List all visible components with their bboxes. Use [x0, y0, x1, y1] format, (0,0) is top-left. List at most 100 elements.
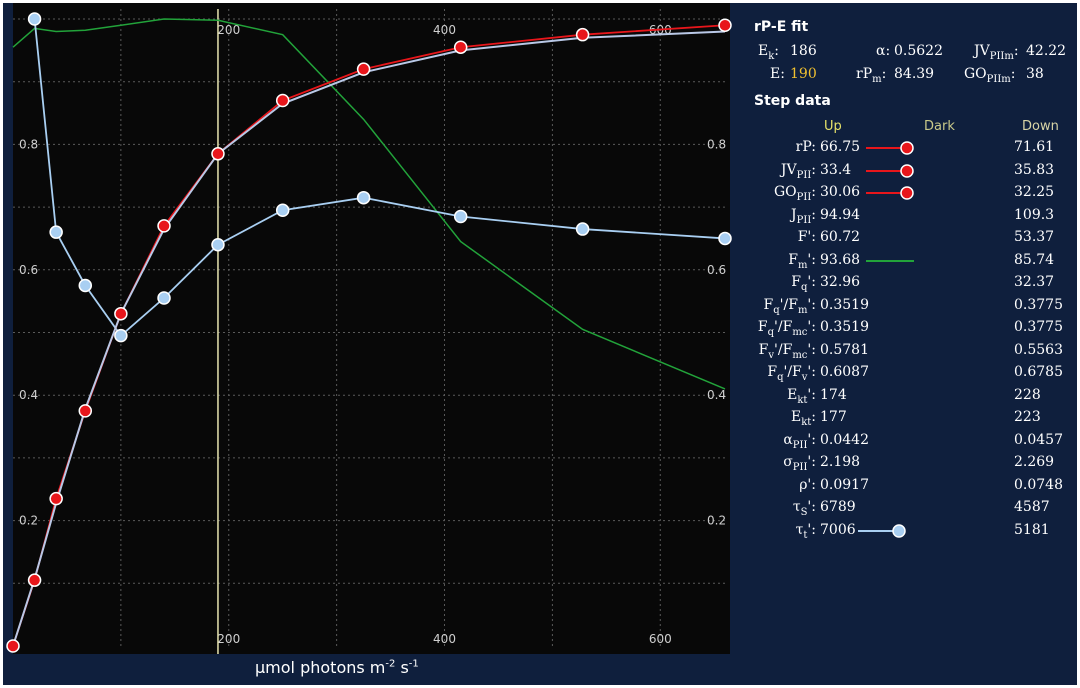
- series-0-point: [453, 40, 468, 54]
- y-tick-label-right: 0.6: [707, 263, 726, 277]
- column-up: Up: [824, 119, 842, 134]
- x-tick-label-bottom: 200: [217, 632, 240, 646]
- x-tick-label-top: 400: [433, 23, 456, 37]
- series-0-point: [575, 27, 590, 42]
- fit-row-2: E: 190 rPm: 84.39 GOPIIm: 38: [748, 66, 1078, 85]
- step-row: τS': 6789 4587: [748, 499, 1078, 519]
- step-row-down-value: 0.5563: [1014, 341, 1063, 358]
- series-swatch: [858, 523, 906, 538]
- alpha-label: α:: [876, 43, 891, 59]
- ek-value: 186: [790, 43, 817, 59]
- step-row-up-value: 0.6087: [820, 364, 869, 380]
- step-row-label: rP:: [795, 139, 816, 155]
- series-swatch-dot: [900, 186, 914, 200]
- step-row-up-value: 93.68: [820, 251, 861, 268]
- step-row-down-value: 53.37: [1014, 229, 1055, 245]
- y-tick-label-left: 0.2: [19, 514, 38, 528]
- step-row: F': 60.72 53.37: [748, 229, 1078, 249]
- step-row: Fq': 32.96 32.37: [748, 274, 1078, 294]
- step-row-label: Ekt':: [787, 386, 816, 406]
- step-row: τt': 7006 5181: [748, 522, 1078, 542]
- series-0-point: [49, 491, 63, 506]
- column-down: Down: [1022, 119, 1059, 134]
- y-tick-label-right: 0.8: [707, 137, 726, 151]
- series-0-point: [356, 62, 371, 76]
- series-swatch: [866, 141, 914, 155]
- series-swatch: [866, 259, 914, 262]
- step-row-label: αPII':: [783, 431, 816, 451]
- step-row-up-value: 174: [820, 386, 847, 403]
- series-2-point: [211, 237, 225, 252]
- series-2-point: [275, 203, 290, 217]
- step-row: ρ': 0.0917 0.0748: [748, 477, 1078, 497]
- step-row-up-value: 6789: [820, 499, 856, 515]
- step-row: Ekt': 174 228: [748, 387, 1078, 407]
- series-2-point: [114, 328, 128, 343]
- series-0-point: [275, 93, 290, 108]
- step-row-label: σPII':: [783, 454, 816, 473]
- gopiim-value: 38: [1026, 66, 1044, 82]
- x-axis-label-text: µmol photons m-2 s-1: [255, 658, 419, 677]
- step-row-up-value: 0.3519: [820, 296, 869, 313]
- step-row-up-value: 0.3519: [820, 319, 869, 335]
- step-row-label: ρ':: [799, 476, 816, 493]
- column-dark: Dark: [924, 119, 955, 134]
- step-row-up-value: 30.06: [820, 184, 861, 200]
- step-row-label: JVPII:: [780, 161, 816, 181]
- x-tick-label-bottom: 600: [649, 632, 672, 646]
- step-row-label: Fq'/Fv':: [767, 364, 816, 383]
- step-title: Step data: [754, 93, 831, 109]
- step-row-up-value: 7006: [820, 521, 856, 538]
- step-row-label: Fq'/Fmc':: [757, 319, 816, 338]
- step-row-up-value: 0.5781: [820, 341, 869, 358]
- series-swatch: [866, 163, 914, 178]
- step-row-up-value: 33.4: [820, 161, 852, 178]
- series-0-point: [211, 147, 225, 161]
- step-row-label: F':: [797, 229, 816, 245]
- step-row-down-value: 71.61: [1014, 139, 1055, 155]
- y-tick-label-left: 0.8: [19, 137, 38, 151]
- step-row-up-value: 177: [820, 409, 847, 425]
- step-row-up-value: 2.198: [820, 454, 861, 470]
- series-swatch-dot: [900, 141, 914, 155]
- series-0-point: [157, 219, 171, 233]
- rpm-value: 84.39: [894, 66, 935, 82]
- series-0-point: [114, 306, 128, 321]
- series-0-point: [6, 639, 20, 653]
- step-row-down-value: 32.37: [1014, 274, 1055, 290]
- step-row-up-value: 94.94: [820, 206, 861, 223]
- x-axis-label: µmol photons m-2 s-1: [255, 658, 419, 677]
- series-0-point: [718, 18, 732, 33]
- step-row-down-value: 0.6785: [1014, 364, 1063, 380]
- e-label: E:: [770, 66, 785, 82]
- step-row: GOPII: 30.06 32.25: [748, 184, 1078, 204]
- series-swatch-dot: [892, 523, 906, 538]
- step-row-label: τt':: [795, 521, 816, 541]
- step-row: JPII: 94.94 109.3: [748, 207, 1078, 227]
- step-row: Fq'/Fmc': 0.3519 0.3775: [748, 319, 1078, 339]
- step-row-down-value: 223: [1014, 409, 1041, 425]
- e-value: 190: [790, 66, 817, 82]
- step-row-down-value: 32.25: [1014, 184, 1055, 200]
- step-row: JVPII: 33.4 35.83: [748, 162, 1078, 182]
- step-row-label: JPII:: [791, 206, 816, 226]
- y-tick-label-left: 0.6: [19, 263, 38, 277]
- step-row-up-value: 60.72: [820, 229, 861, 245]
- gopiim-label: GOPIIm:: [964, 66, 1016, 85]
- step-row: αPII': 0.0442 0.0457: [748, 432, 1078, 452]
- step-row-down-value: 0.0457: [1014, 431, 1063, 448]
- step-row: Ekt: 177 223: [748, 409, 1078, 429]
- step-row: Fm': 93.68 85.74: [748, 252, 1078, 272]
- series-2-point: [157, 291, 171, 305]
- series-line-3: [12, 18, 726, 390]
- ek-label: Ek:: [758, 43, 780, 62]
- fit-row-1: Ek: 186 α: 0.5622 JVPIIm: 42.22: [748, 43, 1078, 62]
- step-row-down-value: 109.3: [1014, 206, 1055, 223]
- step-row-down-value: 0.3775: [1014, 319, 1063, 335]
- step-row: Fv'/Fmc': 0.5781 0.5563: [748, 342, 1078, 362]
- series-2-point: [718, 231, 732, 246]
- step-row-label: GOPII:: [773, 184, 816, 203]
- y-tick-label-left: 0.4: [19, 388, 38, 402]
- series-swatch-dot: [900, 163, 914, 178]
- step-row-down-value: 228: [1014, 386, 1041, 403]
